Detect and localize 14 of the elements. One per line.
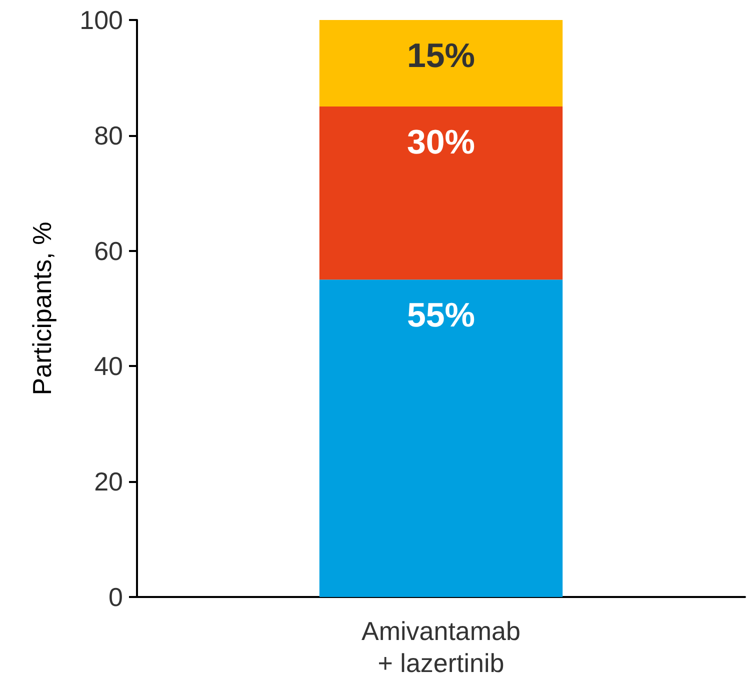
data-label: 15% xyxy=(406,37,476,75)
y-tick-label: 100 xyxy=(80,5,123,35)
y-tick-label: 0 xyxy=(108,582,123,612)
bar xyxy=(319,20,563,107)
y-axis-title: Participants, % xyxy=(27,222,57,396)
bar xyxy=(319,280,563,597)
bar xyxy=(319,106,563,280)
y-tick-label: 40 xyxy=(94,351,123,382)
data-label: 30% xyxy=(406,124,476,162)
x-tick-label: Amivantamab + lazertinib xyxy=(362,616,520,678)
y-tick-label: 60 xyxy=(94,236,123,266)
data-label: 55% xyxy=(406,296,476,335)
y-tick-label: 20 xyxy=(94,466,123,497)
y-tick-label: 80 xyxy=(94,120,123,150)
